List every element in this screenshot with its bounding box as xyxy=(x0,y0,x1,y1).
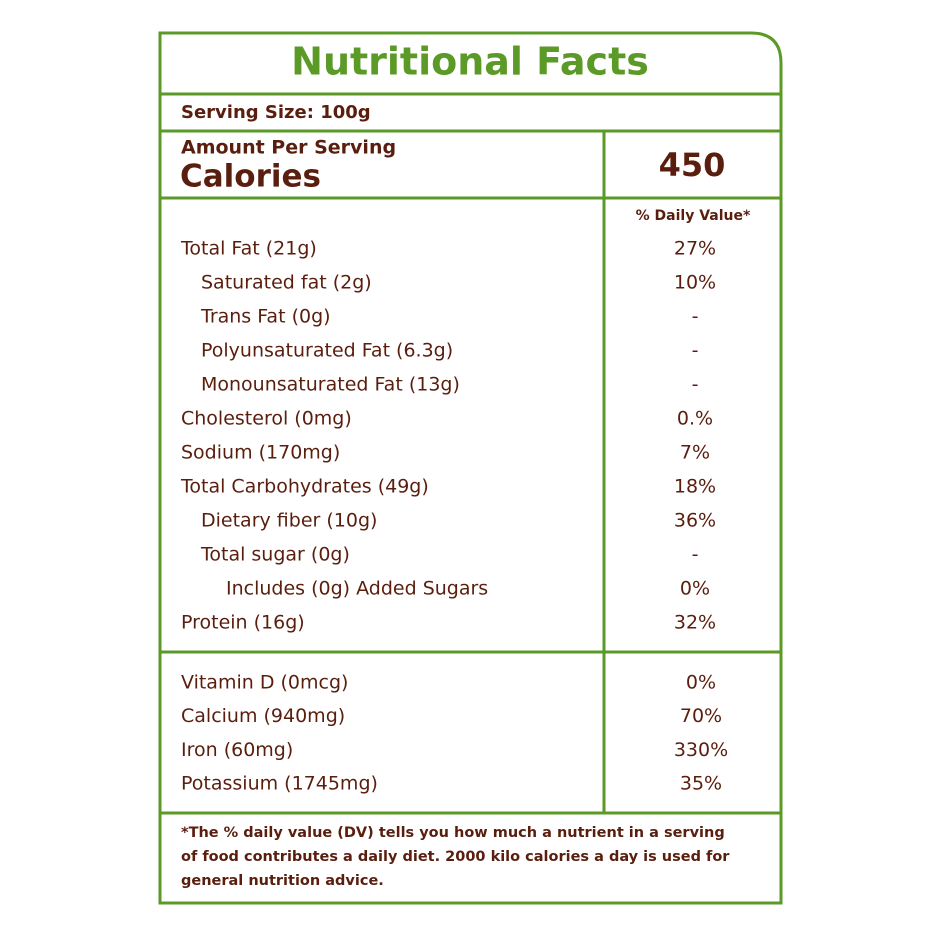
nutrient-dv: - xyxy=(692,374,699,396)
nutrient-dv: - xyxy=(692,340,699,362)
mineral-label: Vitamin D (0mcg) xyxy=(181,672,348,694)
nutrient-label: Saturated fat (2g) xyxy=(201,272,372,294)
nutrient-dv: 10% xyxy=(674,272,716,294)
nutrient-dv: - xyxy=(692,306,699,328)
nutrient-dv: - xyxy=(692,544,699,566)
mineral-label: Potassium (1745mg) xyxy=(181,773,378,795)
footnote-line: *The % daily value (DV) tells you how mu… xyxy=(181,825,725,841)
footnote-line: general nutrition advice. xyxy=(181,873,384,889)
nutrient-label: Polyunsaturated Fat (6.3g) xyxy=(201,340,453,362)
nutrient-dv: 27% xyxy=(674,238,716,260)
mineral-dv: 330% xyxy=(674,739,728,761)
footnote-line: of food contributes a daily diet. 2000 k… xyxy=(181,849,730,865)
calories-value: 450 xyxy=(659,146,726,184)
nutrient-dv: 7% xyxy=(680,442,710,464)
nutrient-label: Includes (0g) Added Sugars xyxy=(226,578,488,600)
nutrient-label: Protein (16g) xyxy=(181,612,305,634)
nutrient-dv: 0% xyxy=(680,578,710,600)
nutrient-label: Trans Fat (0g) xyxy=(200,306,331,328)
mineral-dv: 35% xyxy=(680,773,722,795)
mineral-label: Iron (60mg) xyxy=(181,739,293,761)
nutrient-dv: 36% xyxy=(674,510,716,532)
title: Nutritional Facts xyxy=(291,40,649,84)
nutrient-dv: 0.% xyxy=(677,408,713,430)
border xyxy=(158,31,783,905)
serving-size: Serving Size: 100g xyxy=(181,102,371,123)
mineral-dv: 70% xyxy=(680,705,722,727)
nutrient-label: Monounsaturated Fat (13g) xyxy=(201,374,460,396)
calories-label: Calories xyxy=(180,159,321,195)
nutrient-label: Dietary fiber (10g) xyxy=(201,510,377,532)
amount-per-serving: Amount Per Serving xyxy=(181,137,396,159)
mineral-dv: 0% xyxy=(686,672,716,694)
nutrient-label: Total Carbohydrates (49g) xyxy=(180,476,429,498)
daily-value-heading: % Daily Value* xyxy=(636,208,751,224)
mineral-label: Calcium (940mg) xyxy=(181,705,345,727)
frame xyxy=(158,31,783,905)
nutrient-label: Sodium (170mg) xyxy=(181,442,340,464)
nutrient-label: Cholesterol (0mg) xyxy=(181,408,352,430)
nutrient-dv: 32% xyxy=(674,612,716,634)
nutrient-dv: 18% xyxy=(674,476,716,498)
nutrient-label: Total sugar (0g) xyxy=(200,544,350,566)
nutrient-label: Total Fat (21g) xyxy=(180,238,317,260)
